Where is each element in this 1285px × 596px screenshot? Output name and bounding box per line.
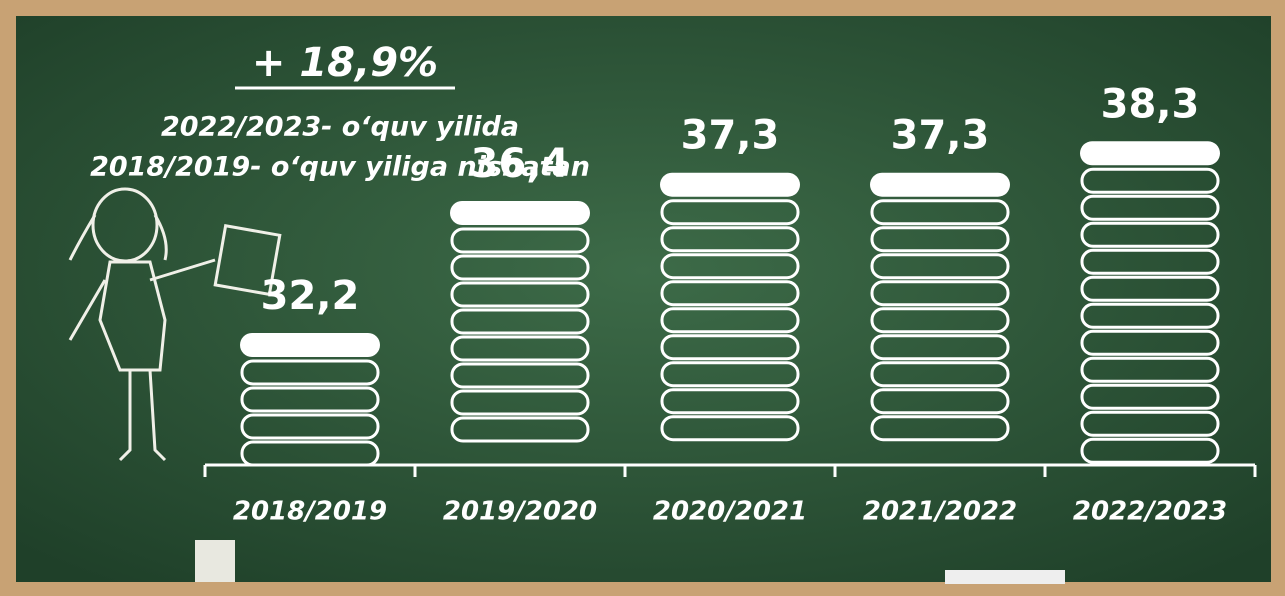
bar-coin — [870, 199, 1010, 226]
bar — [660, 172, 800, 442]
subtitle: 2018/2019- o‘quv yiliga nisbatan — [90, 152, 590, 183]
bar-coin — [660, 361, 800, 388]
bar — [1080, 141, 1220, 464]
bar-coin — [1080, 221, 1220, 248]
bar — [450, 201, 590, 443]
bar-coin — [870, 415, 1010, 442]
bar-coin — [870, 226, 1010, 253]
bar-coin — [870, 253, 1010, 280]
bar — [870, 172, 1010, 442]
bar-cap — [870, 172, 1010, 197]
bar-coin — [240, 413, 380, 440]
bar-coin — [660, 334, 800, 361]
bar-coin — [660, 199, 800, 226]
eraser — [945, 570, 1065, 584]
x-tick-label: 2018/2019 — [233, 497, 387, 527]
board — [16, 16, 1271, 582]
bar-coin — [870, 388, 1010, 415]
bar-coin — [450, 335, 590, 362]
bar-coin — [1080, 410, 1220, 437]
x-tick-label: 2022/2023 — [1073, 497, 1227, 527]
x-tick-label: 2020/2021 — [653, 497, 807, 527]
bar-coin — [240, 386, 380, 413]
value-label: 37,3 — [681, 113, 780, 159]
bar-coin — [240, 359, 380, 386]
bar-coin — [1080, 383, 1220, 410]
bar-coin — [450, 254, 590, 281]
bar-coin — [660, 388, 800, 415]
bar-coin — [1080, 356, 1220, 383]
bar-coin — [870, 280, 1010, 307]
bar-coin — [450, 281, 590, 308]
bar-coin — [660, 307, 800, 334]
bar-coin — [1080, 302, 1220, 329]
bar-coin — [1080, 329, 1220, 356]
bar-coin — [1080, 167, 1220, 194]
chalk-box — [195, 540, 235, 582]
bar-coin — [660, 280, 800, 307]
bar-coin — [870, 334, 1010, 361]
bar-coin — [660, 253, 800, 280]
subtitle: 2022/2023- o‘quv yilida — [161, 112, 519, 143]
bar-coin — [450, 227, 590, 254]
bar-cap — [450, 201, 590, 225]
value-label: 36,4 — [471, 141, 570, 187]
bar-coin — [240, 440, 380, 467]
bar-cap — [1080, 141, 1220, 166]
bar-coin — [1080, 248, 1220, 275]
bar-coin — [450, 308, 590, 335]
bar-coin — [1080, 437, 1220, 464]
bar-coin — [450, 362, 590, 389]
x-tick-label: 2019/2020 — [443, 497, 597, 527]
bar-coin — [660, 415, 800, 442]
bar-coin — [1080, 275, 1220, 302]
bar-coin — [450, 389, 590, 416]
bar-coin — [1080, 194, 1220, 221]
bar-coin — [660, 226, 800, 253]
bar-coin — [870, 361, 1010, 388]
bar — [240, 333, 380, 467]
value-label: 38,3 — [1101, 81, 1200, 127]
bar-cap — [660, 172, 800, 197]
bar-coin — [870, 307, 1010, 334]
teacher — [68, 187, 282, 462]
value-label: 37,3 — [891, 113, 990, 159]
bar-cap — [240, 333, 380, 357]
value-label: 32,2 — [261, 273, 360, 319]
x-tick-label: 2021/2022 — [863, 497, 1017, 527]
annotation: + 18,9% — [252, 40, 438, 86]
bar-coin — [450, 416, 590, 443]
